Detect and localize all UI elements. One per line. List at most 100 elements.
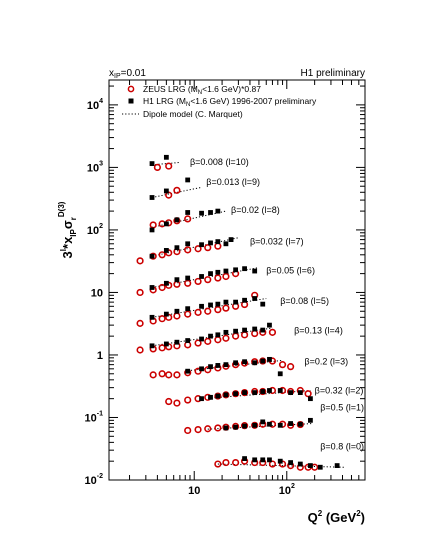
dipole-model-curve — [151, 298, 267, 318]
h1-point — [163, 221, 169, 227]
h1-point — [297, 421, 303, 427]
bin-label: β=0.2 (l=3) — [304, 357, 348, 367]
h1-point — [199, 336, 204, 342]
h1-point — [277, 458, 283, 464]
h1-point — [149, 285, 155, 290]
h1-point — [149, 161, 155, 167]
h1-point — [185, 306, 191, 312]
h1-point — [252, 326, 258, 332]
zeus-point — [204, 337, 212, 345]
dipole-model-curve — [207, 423, 313, 430]
legend-entry-text: Dipole model (C. Marquet) — [143, 109, 243, 119]
y-tick-label: 10 — [91, 287, 103, 299]
zeus-point — [165, 162, 173, 170]
zeus-point — [194, 339, 202, 347]
zeus-point — [214, 424, 222, 432]
data-marks — [136, 154, 345, 471]
h1-point — [252, 422, 258, 428]
y-tick-label: 103 — [87, 160, 103, 174]
zeus-point — [136, 319, 144, 327]
h1-point — [252, 360, 258, 366]
h1-point — [223, 392, 229, 398]
x-label-unit: (GeV — [322, 510, 356, 525]
h1-point — [185, 177, 191, 183]
h1-point — [199, 274, 204, 279]
header-right: H1 preliminary — [301, 68, 365, 79]
x-tick-label: 10 — [188, 485, 200, 497]
y-label-sigma: σ — [60, 220, 75, 229]
bin-label: β=0.008 (l=10) — [190, 157, 249, 167]
h1-point — [233, 424, 239, 430]
h1-point — [223, 241, 229, 247]
h1-point — [242, 456, 247, 461]
h1-point — [277, 388, 283, 393]
zeus-point — [165, 371, 173, 379]
zeus-point — [214, 306, 222, 314]
zeus-point — [173, 371, 181, 379]
zeus-point — [194, 425, 202, 434]
h1-point — [242, 423, 247, 429]
h1-point — [163, 188, 169, 194]
h1-point — [163, 311, 169, 317]
zeus-point — [194, 245, 202, 253]
h1-point — [297, 461, 303, 467]
h1-point — [228, 237, 234, 243]
h1-point — [223, 329, 229, 335]
zeus-point — [222, 334, 230, 342]
legend-h1-marker — [128, 98, 134, 104]
h1-point — [174, 339, 180, 345]
h1-point — [242, 266, 247, 272]
y-label-mid: *x — [60, 236, 75, 249]
h1-point — [252, 296, 258, 301]
h1-point — [277, 371, 283, 377]
y-label-sup: l — [59, 249, 68, 251]
h1-point — [174, 308, 180, 314]
h1-point — [185, 210, 191, 215]
h1-point — [208, 302, 213, 308]
h1-point — [199, 210, 204, 216]
zeus-point — [287, 363, 295, 371]
plot-frame — [108, 79, 366, 481]
zeus-point — [184, 246, 192, 254]
zeus-point — [184, 426, 192, 435]
zeus-point — [204, 366, 212, 374]
bin-label: β=0.13 (l=4) — [294, 326, 343, 336]
h1-point — [267, 421, 272, 427]
h1-point — [208, 333, 213, 339]
h1-point — [185, 338, 191, 343]
legend-entry-text: ZEUS LRG (MN<1.6 GeV)*0.87 — [143, 84, 261, 96]
bin-label: β=0.32 (l=2) — [315, 386, 364, 396]
legend-zeus-marker — [127, 85, 135, 93]
h1-point — [185, 368, 191, 374]
zeus-point — [136, 346, 144, 354]
h1-point — [149, 195, 155, 200]
zeus-point — [153, 163, 161, 171]
zeus-point — [184, 279, 192, 287]
zeus-point — [204, 276, 212, 284]
h1-point — [149, 343, 155, 349]
h1-point — [260, 327, 266, 333]
zeus-point — [165, 397, 173, 406]
axis-ticks — [109, 80, 366, 481]
zeus-point — [240, 389, 249, 397]
h1-point — [277, 422, 283, 428]
x-label-unit-sup: 2 — [356, 509, 361, 518]
y-tick-label: 1 — [97, 350, 103, 362]
h1-point — [288, 460, 294, 465]
h1-point — [260, 457, 266, 463]
y-label-sigma-sub: r — [69, 217, 78, 220]
h1-point — [260, 389, 266, 394]
zeus-point — [136, 257, 144, 265]
h1-point — [199, 396, 204, 402]
h1-point — [163, 154, 169, 160]
h1-point — [233, 391, 239, 397]
zeus-point — [158, 344, 166, 352]
h1-point — [252, 390, 258, 396]
y-tick-label: 102 — [87, 223, 103, 237]
h1-point — [215, 363, 221, 368]
h1-point — [267, 356, 272, 362]
y-label-sub: IP — [69, 228, 78, 236]
h1-point — [260, 419, 266, 425]
